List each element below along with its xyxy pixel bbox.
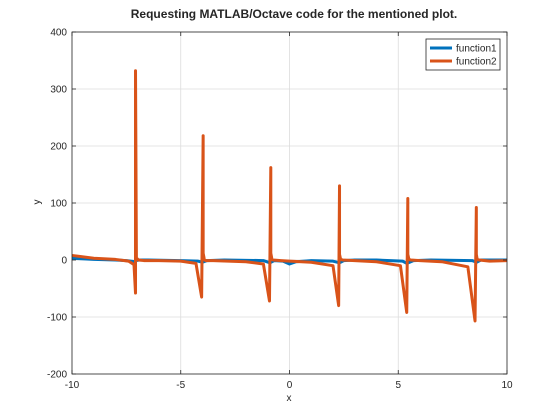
x-axis-label: x (287, 393, 292, 404)
legend: function1 function2 (425, 38, 501, 71)
y-tick-label: 300 (50, 85, 67, 96)
x-tick-label: 5 (395, 380, 401, 391)
y-tick-label: 400 (50, 28, 67, 39)
y-tick-label: -100 (47, 313, 67, 324)
y-tick-label: 0 (61, 256, 67, 267)
y-tick-label: -200 (47, 370, 67, 381)
legend-box (425, 38, 501, 71)
plot-area: -10 -5 0 5 10 -200 -100 0 100 200 300 400 (47, 28, 513, 392)
series-line-function2 (71, 69, 508, 323)
y-axis-label: y (32, 200, 43, 205)
legend-label-function1: function1 (456, 44, 497, 55)
ticks: -10 -5 0 5 10 -200 -100 0 100 200 300 400 (47, 28, 513, 392)
x-tick-label: -5 (176, 380, 185, 391)
x-tick-label: 0 (287, 380, 293, 391)
y-tick-label: 100 (50, 199, 67, 210)
x-tick-label: 10 (501, 380, 513, 391)
series-layer (71, 69, 508, 323)
legend-label-function2: function2 (456, 57, 497, 68)
x-tick-label: -10 (65, 380, 80, 391)
y-tick-label: 200 (50, 142, 67, 153)
chart-title: Requesting MATLAB/Octave code for the me… (131, 7, 457, 21)
